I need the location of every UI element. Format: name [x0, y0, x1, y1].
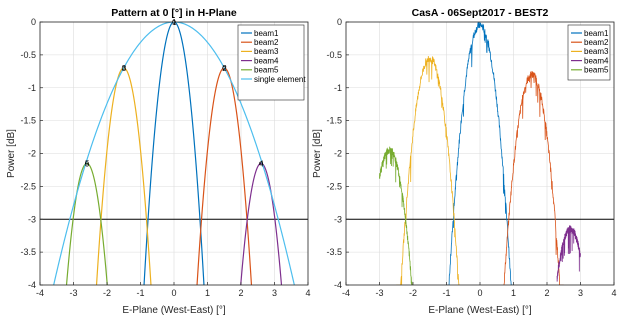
- series-line-beam1: [446, 22, 514, 285]
- x-tick-label: -2: [409, 288, 417, 298]
- x-tick-label: -1: [136, 288, 144, 298]
- y-tick-label: -1.5: [20, 116, 36, 126]
- series-line-beam2: [503, 70, 564, 285]
- y-tick-label: -4: [28, 280, 36, 290]
- x-tick-label: 2: [544, 288, 549, 298]
- x-tick-label: -2: [103, 288, 111, 298]
- legend-entry: single element: [254, 75, 306, 84]
- beam-number-label: 2: [222, 64, 227, 73]
- x-tick-label: 2: [238, 288, 243, 298]
- y-tick-label: -1.5: [326, 116, 342, 126]
- x-tick-label: 0: [477, 288, 482, 298]
- y-tick-label: -3: [28, 214, 36, 224]
- y-tick-label: -3: [334, 214, 342, 224]
- legend-box: [237, 24, 305, 101]
- series-line-single-element: [53, 22, 295, 285]
- legend-entry: beam1: [584, 29, 609, 38]
- legend-box: [567, 24, 611, 81]
- x-tick-label: -3: [69, 288, 77, 298]
- legend-entry: beam2: [584, 38, 609, 47]
- series-line-beam1: [143, 22, 205, 285]
- series-line-beam5: [379, 146, 413, 285]
- x-tick-label: -4: [342, 288, 350, 298]
- beam-marker: [121, 66, 126, 70]
- beam-number-label: 5: [85, 159, 90, 168]
- chart-panel-1: 1 2 3 4 5 -4 -3 -2 -1 0 1 2 3 4 0 -0.5 -1 -1.5 -2 -2.5 -3 -3.…: [6, 7, 311, 316]
- x-tick-label: -3: [375, 288, 383, 298]
- chart-title: CasA - 06Sept2017 - BEST2: [412, 7, 549, 19]
- beam-marker: [85, 161, 89, 166]
- legend-entry: beam3: [584, 47, 609, 56]
- x-tick-label: 4: [611, 288, 616, 298]
- x-tick-label: -4: [36, 288, 44, 298]
- beam-number-label: 4: [259, 159, 264, 168]
- y-tick-label: -1: [28, 83, 36, 93]
- beam-number-label: 3: [122, 64, 127, 73]
- y-axis-label: Power [dB]: [6, 129, 17, 178]
- y-tick-label: -4: [334, 280, 342, 290]
- x-tick-label: 4: [305, 288, 310, 298]
- y-tick-label: 0: [31, 17, 36, 27]
- legend-entry: beam3: [254, 47, 279, 56]
- y-tick-label: -2: [334, 149, 342, 159]
- beam-marker: [259, 161, 264, 166]
- legend-entry: beam2: [254, 38, 279, 47]
- beam-marker: [222, 66, 227, 70]
- legend-entry: beam1: [254, 29, 279, 38]
- chart-title: Pattern at 0 [°] in H-Plane: [111, 7, 237, 19]
- x-tick-label: 1: [205, 288, 210, 298]
- x-tick-label: 1: [511, 288, 516, 298]
- y-tick-label: -2.5: [20, 181, 36, 191]
- x-tick-label: 3: [578, 288, 583, 298]
- y-tick-label: -2: [28, 149, 36, 159]
- series-line-beam4: [556, 225, 581, 282]
- y-tick-label: -0.5: [20, 50, 36, 60]
- legend-entry: beam4: [254, 56, 279, 65]
- x-tick-label: -1: [442, 288, 450, 298]
- x-tick-label: 0: [171, 288, 176, 298]
- y-tick-label: -1: [334, 83, 342, 93]
- series-line-beam3: [396, 55, 460, 285]
- y-tick-label: -0.5: [326, 50, 342, 60]
- y-tick-label: -3.5: [326, 247, 342, 257]
- legend-entry: beam5: [254, 66, 279, 75]
- legend-entry: beam5: [584, 66, 609, 75]
- y-tick-label: -2.5: [326, 181, 342, 191]
- x-tick-label: 3: [272, 288, 277, 298]
- y-tick-label: -3.5: [20, 247, 36, 257]
- y-axis-label: Power [dB]: [312, 129, 323, 178]
- beam-number-label: 1: [172, 18, 177, 27]
- series-line-beam4: [240, 162, 283, 285]
- series-group: [40, 22, 308, 285]
- series-line-beam5: [65, 162, 108, 285]
- series-group: [346, 22, 614, 285]
- y-tick-label: 0: [337, 17, 342, 27]
- legend-entry: beam4: [584, 56, 609, 65]
- x-axis-label: E-Plane (West-East) [°]: [122, 305, 226, 316]
- x-axis-label: E-Plane (West-East) [°]: [428, 305, 532, 316]
- chart-panel-2: -4 -3 -2 -1 0 1 2 3 4 0 -0.5 -1 -1.5 -2 -2.5 -3 -3.5 -4 Ca…: [312, 7, 617, 316]
